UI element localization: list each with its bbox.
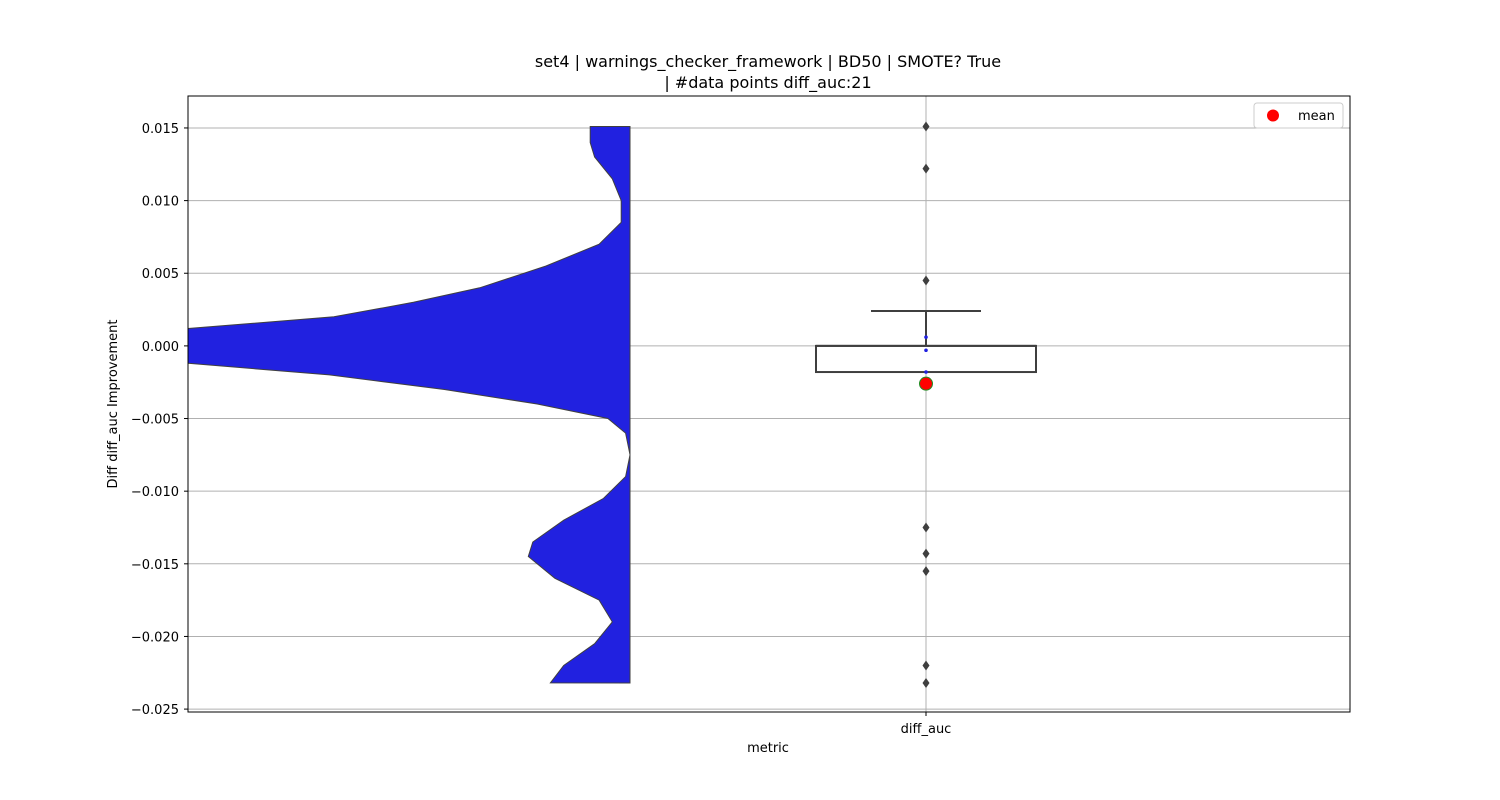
y-tick-label: −0.010	[131, 485, 179, 500]
outlier-point	[922, 548, 930, 559]
y-tick-label: 0.010	[142, 195, 179, 210]
legend-mean-marker	[1267, 109, 1279, 122]
y-tick-label: 0.005	[142, 267, 179, 282]
outlier-point	[922, 121, 930, 132]
y-axis-ticks: 0.015 0.010 0.005 0.000 −0.005 −0.010 −0.015 −0…	[131, 122, 188, 718]
grid-lines	[188, 96, 1350, 712]
plot-frame	[187, 95, 1351, 713]
y-tick-label: −0.025	[131, 703, 179, 718]
outlier-point	[922, 163, 930, 174]
outlier-point	[922, 677, 930, 688]
y-tick-label: −0.020	[131, 630, 179, 645]
strip-point	[924, 348, 928, 353]
y-tick-label: −0.015	[131, 558, 179, 573]
violin-layer	[188, 125, 631, 684]
violin-shape	[188, 125, 631, 684]
outlier-point	[922, 660, 930, 671]
mean-marker	[919, 376, 933, 391]
x-tick-label: diff_auc	[901, 722, 952, 737]
outlier-point	[922, 566, 930, 577]
y-tick-label: 0.015	[142, 122, 179, 137]
chart-title-line2: | #data points diff_auc:21	[664, 73, 871, 93]
x-axis-label: metric	[747, 741, 789, 756]
strip-point	[924, 370, 928, 374]
y-axis-label: Diff diff_auc Improvement	[106, 320, 121, 489]
outlier-point	[922, 275, 930, 286]
y-tick-label: −0.005	[131, 413, 179, 428]
legend-mean-label: mean	[1298, 109, 1335, 124]
chart-title-line1: set4 | warnings_checker_framework | BD50…	[535, 52, 1001, 72]
boxplot-layer	[815, 121, 1037, 688]
legend: mean	[1253, 102, 1344, 129]
outlier-point	[922, 522, 930, 533]
legend-frame	[1253, 102, 1344, 129]
x-axis-ticks: diff_auc	[901, 712, 952, 737]
y-tick-label: 0.000	[142, 340, 179, 355]
strip-point	[924, 335, 928, 339]
